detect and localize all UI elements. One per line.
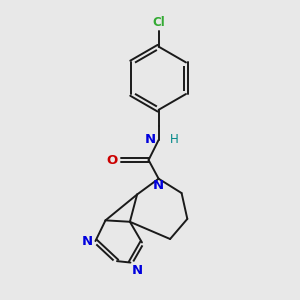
- Text: N: N: [145, 134, 156, 146]
- Text: H: H: [169, 134, 178, 146]
- Text: N: N: [153, 179, 164, 192]
- Text: N: N: [132, 264, 143, 277]
- Text: Cl: Cl: [152, 16, 165, 28]
- Text: O: O: [106, 154, 118, 166]
- Text: N: N: [82, 235, 93, 248]
